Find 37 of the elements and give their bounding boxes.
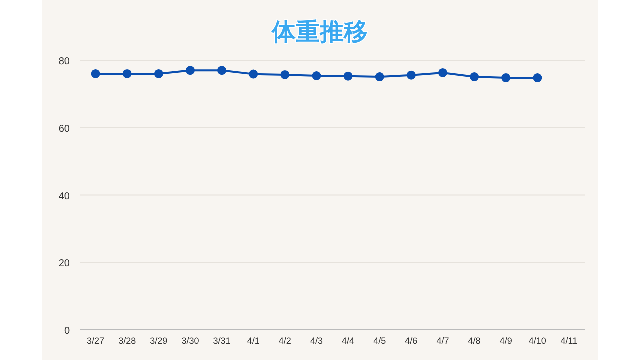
point	[91, 69, 100, 78]
y-tick-label: 40	[58, 191, 70, 202]
point	[312, 71, 322, 80]
x-tick-label: 4/6	[405, 336, 418, 346]
x-tick-label: 4/4	[342, 336, 355, 346]
x-tick-label: 3/29	[150, 336, 168, 346]
point	[154, 69, 164, 78]
y-tick-label: 0	[64, 326, 70, 337]
point	[280, 70, 290, 80]
x-tick-label: 4/7	[436, 336, 450, 346]
point	[438, 68, 448, 78]
point	[186, 66, 195, 76]
x-tick-label: 4/5	[374, 336, 386, 346]
x-tick-label: 4/9	[500, 336, 512, 346]
chart-title: 体重推移	[271, 19, 368, 46]
point	[533, 74, 542, 83]
point	[122, 69, 132, 78]
y-tick-label: 20	[58, 258, 70, 270]
point	[249, 70, 258, 79]
x-tick-label: 4/8	[468, 336, 481, 346]
point	[470, 72, 480, 82]
x-tick-label: 4/10	[528, 336, 546, 346]
x-tick-label: 3/28	[118, 336, 136, 346]
x-tick-label: 4/3	[310, 336, 323, 346]
y-tick-label: 60	[58, 124, 70, 135]
x-tick-label: 3/27	[87, 336, 105, 346]
x-tick-label: 4/2	[278, 336, 292, 346]
x-tick-label: 4/11	[560, 336, 578, 346]
point	[344, 72, 353, 81]
x-tick-label: 3/31	[213, 336, 231, 346]
y-tick-label: 80	[58, 56, 70, 68]
point	[406, 70, 416, 80]
x-tick-label: 3/30	[182, 336, 200, 346]
point	[218, 66, 227, 76]
point	[502, 74, 511, 83]
point	[375, 72, 384, 82]
x-tick-label: 4/1	[247, 336, 260, 346]
